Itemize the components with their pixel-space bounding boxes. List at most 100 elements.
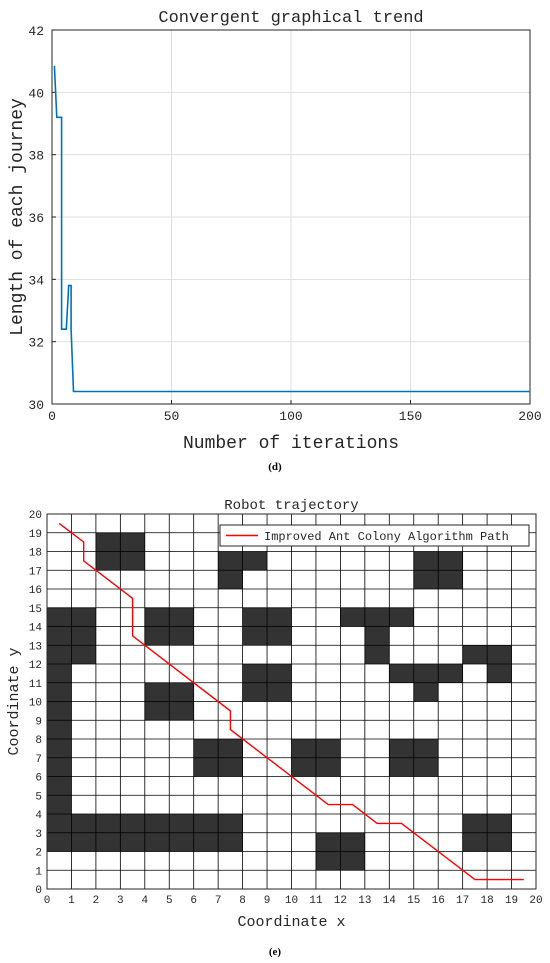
obstacle-cell bbox=[340, 851, 365, 871]
obstacle-cell bbox=[267, 607, 292, 627]
y-tick-label: 19 bbox=[29, 529, 42, 541]
y-tick-label: 15 bbox=[29, 604, 42, 616]
obstacle-cell bbox=[438, 664, 463, 683]
obstacle-cell bbox=[413, 682, 439, 702]
obstacle-cell bbox=[47, 720, 72, 739]
obstacle-cell bbox=[169, 626, 194, 646]
obstacle-cell bbox=[47, 776, 72, 796]
obstacle-cell bbox=[242, 682, 268, 702]
x-tick-label: 19 bbox=[505, 895, 518, 907]
obstacle-cell bbox=[47, 682, 72, 702]
obstacle-cell bbox=[218, 757, 243, 777]
obstacle-cell bbox=[413, 739, 439, 758]
y-tick-label: 30 bbox=[28, 398, 44, 413]
obstacle-cell bbox=[47, 814, 72, 833]
obstacle-cell bbox=[120, 532, 145, 552]
obstacle-cell bbox=[487, 664, 512, 683]
obstacle-cell bbox=[169, 682, 194, 702]
obstacle-cell bbox=[193, 832, 219, 852]
obstacle-cell bbox=[169, 607, 194, 627]
y-tick-label: 10 bbox=[29, 698, 42, 710]
y-tick-label: 9 bbox=[35, 716, 42, 728]
x-tick-label: 9 bbox=[264, 895, 271, 907]
obstacle-cell bbox=[462, 814, 488, 833]
obstacle-cell bbox=[120, 814, 145, 833]
y-tick-label: 32 bbox=[28, 336, 44, 351]
obstacle-cell bbox=[487, 832, 512, 852]
obstacle-cell bbox=[218, 814, 243, 833]
x-tick-label: 0 bbox=[44, 895, 51, 907]
obstacle-cell bbox=[413, 664, 439, 683]
x-tick-label: 100 bbox=[279, 409, 302, 424]
obstacle-cell bbox=[291, 757, 316, 777]
obstacle-cell bbox=[218, 551, 243, 571]
obstacle-cell bbox=[120, 832, 145, 852]
obstacle-cell bbox=[169, 832, 194, 852]
legend: Improved Ant Colony Algorithm Path bbox=[219, 524, 530, 547]
obstacle-cell bbox=[95, 551, 121, 571]
obstacle-cell bbox=[267, 664, 292, 683]
obstacle-cell bbox=[438, 570, 463, 589]
obstacle-cell bbox=[413, 551, 439, 571]
x-tick-label: 5 bbox=[166, 895, 173, 907]
caption-e: (e) bbox=[268, 946, 282, 958]
obstacle-cell bbox=[242, 551, 268, 571]
x-tick-label: 11 bbox=[309, 895, 323, 907]
obstacle-cell bbox=[340, 607, 365, 627]
obstacle-cell bbox=[71, 645, 96, 664]
obstacle-cell bbox=[169, 814, 194, 833]
y-tick-label: 4 bbox=[35, 810, 42, 822]
obstacle-cell bbox=[389, 664, 414, 683]
obstacle-cell bbox=[95, 532, 121, 552]
obstacle-cell bbox=[95, 832, 121, 852]
obstacle-cell bbox=[193, 814, 219, 833]
obstacle-cell bbox=[169, 701, 194, 721]
obstacle-cell bbox=[438, 551, 463, 571]
x-tick-label: 14 bbox=[383, 895, 397, 907]
y-tick-label: 16 bbox=[29, 585, 42, 597]
obstacle-cell bbox=[71, 814, 96, 833]
obstacle-cell bbox=[47, 607, 72, 627]
obstacle-cell bbox=[462, 832, 488, 852]
obstacle-cell bbox=[47, 795, 72, 814]
x-axis-label: Number of iterations bbox=[183, 434, 399, 454]
obstacle-cell bbox=[71, 832, 96, 852]
obstacle-cell bbox=[487, 814, 512, 833]
obstacle-cell bbox=[413, 757, 439, 777]
obstacle-cell bbox=[487, 645, 512, 664]
y-tick-label: 2 bbox=[35, 848, 42, 860]
chart-title: Convergent graphical trend bbox=[158, 9, 423, 28]
y-tick-label: 40 bbox=[28, 86, 44, 101]
obstacle-cell bbox=[47, 757, 72, 777]
obstacle-cell bbox=[47, 701, 72, 721]
obstacle-cell bbox=[315, 739, 341, 758]
obstacle-cell bbox=[462, 645, 488, 664]
y-tick-label: 14 bbox=[29, 623, 43, 635]
y-tick-label: 0 bbox=[35, 885, 42, 897]
obstacle-cell bbox=[144, 607, 170, 627]
y-axis-label: Length of each journey bbox=[8, 98, 28, 336]
obstacle-cell bbox=[144, 832, 170, 852]
obstacle-cell bbox=[144, 701, 170, 721]
obstacle-cell bbox=[267, 626, 292, 646]
y-tick-label: 13 bbox=[29, 641, 42, 653]
y-tick-label: 8 bbox=[35, 735, 42, 747]
y-tick-label: 12 bbox=[29, 660, 42, 672]
obstacle-cell bbox=[218, 832, 243, 852]
obstacle-cell bbox=[340, 832, 365, 852]
obstacle-cell bbox=[389, 607, 414, 627]
x-tick-label: 6 bbox=[190, 895, 197, 907]
obstacle-cell bbox=[364, 607, 390, 627]
obstacle-cell bbox=[47, 739, 72, 758]
x-tick-label: 12 bbox=[334, 895, 347, 907]
x-tick-label: 20 bbox=[529, 895, 542, 907]
obstacle-cell bbox=[291, 739, 316, 758]
obstacle-cell bbox=[242, 664, 268, 683]
y-tick-label: 18 bbox=[29, 548, 42, 560]
obstacle-cell bbox=[218, 570, 243, 589]
x-tick-label: 1 bbox=[68, 895, 75, 907]
obstacle-cell bbox=[315, 757, 341, 777]
x-tick-label: 8 bbox=[239, 895, 246, 907]
y-tick-label: 6 bbox=[35, 773, 42, 785]
y-tick-label: 1 bbox=[35, 866, 42, 878]
